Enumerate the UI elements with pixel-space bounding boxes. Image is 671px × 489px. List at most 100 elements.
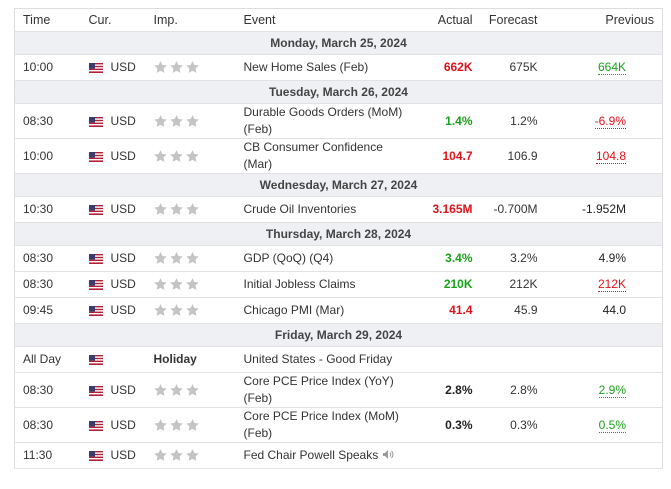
us-flag: [88, 254, 103, 264]
actual-cell: 3.4%: [410, 245, 481, 272]
column-header: Time: [14, 8, 81, 32]
event-name-cell: Fed Chair Powell Speaks: [235, 442, 411, 469]
day-row: Thursday, March 28, 2024: [14, 222, 663, 246]
previous-cell: 104.8: [545, 138, 663, 174]
forecast-value: 3.2%: [510, 251, 538, 265]
us-flag: [88, 451, 103, 461]
day-label: Thursday, March 28, 2024: [14, 222, 663, 246]
importance-star: [153, 114, 167, 127]
importance-star: [169, 252, 183, 264]
event-row: 09:45 USD Chicago PMI (Mar) 41.4 45.9 44.0: [14, 297, 663, 324]
importance-star: [153, 304, 167, 316]
forecast-cell: 2.8%: [480, 372, 546, 408]
actual-cell: 662K: [410, 54, 481, 81]
currency: USD: [110, 60, 136, 74]
actual-cell: [410, 346, 481, 373]
actual-cell: [410, 442, 481, 469]
event-name: Initial Jobless Claims: [243, 277, 356, 291]
importance-star: [185, 278, 199, 290]
previous-value: 212K: [597, 277, 626, 292]
us-flag: [88, 116, 103, 127]
currency-cell: USD: [80, 103, 146, 139]
importance-star: [153, 149, 167, 162]
previous-value: 0.5%: [598, 417, 626, 433]
previous-cell: [545, 346, 663, 373]
event-row: 10:30 USD Crude Oil Inventories 3.165M -0.70…: [14, 196, 663, 223]
previous-cell: 4.9%: [545, 245, 663, 272]
previous-value: 104.8: [595, 148, 626, 164]
event-name-cell: Crude Oil Inventories: [235, 196, 411, 223]
forecast-cell: -0.700M: [480, 196, 546, 223]
event-row: 11:30 USD Fed Chair Powell Speaks: [14, 442, 663, 469]
event-name: United States - Good Friday: [243, 352, 393, 366]
day-row: Friday, March 29, 2024: [14, 323, 663, 347]
event-name: Crude Oil Inventories: [243, 202, 357, 216]
currency-cell: USD: [80, 54, 146, 81]
event-name-cell: Durable Goods Orders (MoM) (Feb): [235, 103, 411, 139]
importance-star: [185, 252, 199, 264]
importance-star: [153, 418, 167, 431]
forecast-cell: 1.2%: [480, 103, 546, 139]
us-flag: [88, 385, 103, 396]
event-row: 10:00 USD New Home Sales (Feb) 662K 675K 664K: [14, 54, 663, 81]
speech-icon: [383, 450, 394, 459]
currency-cell: USD: [80, 138, 146, 174]
importance-cell: [145, 138, 236, 174]
event-name-cell: Chicago PMI (Mar): [235, 297, 411, 324]
importance-cell: [145, 442, 236, 469]
header-row: Time Cur. Imp. Event Actual Forecast Previous: [14, 8, 663, 32]
actual-cell: 41.4: [410, 297, 481, 324]
us-flag: [88, 151, 103, 162]
actual-value: 3.165M: [432, 202, 473, 216]
event-time: 10:00: [14, 54, 81, 81]
forecast-value: 0.3%: [510, 417, 538, 432]
importance-star: [169, 449, 183, 461]
importance-star: [169, 418, 183, 431]
importance-cell: [145, 407, 236, 443]
actual-cell: 0.3%: [410, 407, 481, 443]
event-name-cell: GDP (QoQ) (Q4): [235, 245, 411, 272]
currency-cell: USD: [80, 297, 146, 324]
forecast-value: 1.2%: [510, 113, 538, 128]
column-header: Event: [235, 8, 411, 32]
event-row: 08:30 USD Initial Jobless Claims 210K 212K 21…: [14, 271, 663, 298]
currency-cell: USD: [80, 442, 146, 469]
previous-cell: 44.0: [545, 297, 663, 324]
importance-star: [185, 304, 199, 316]
event-name: Chicago PMI (Mar): [243, 303, 345, 317]
actual-value: 0.3%: [445, 417, 473, 432]
event-time: 08:30: [14, 245, 81, 272]
table-body: Monday, March 25, 2024 10:00 USD New Home S…: [14, 31, 663, 469]
importance-label: Holiday: [153, 352, 197, 366]
column-header: Actual: [410, 8, 481, 32]
actual-value: 662K: [443, 60, 473, 74]
previous-cell: 664K: [545, 54, 663, 81]
importance-star: [185, 149, 199, 162]
day-label: Friday, March 29, 2024: [14, 323, 663, 347]
event-time: All Day: [14, 346, 81, 373]
forecast-cell: 675K: [480, 54, 546, 81]
importance-cell: [145, 372, 236, 408]
forecast-cell: 45.9: [480, 297, 546, 324]
importance-star: [169, 383, 183, 396]
day-label: Wednesday, March 27, 2024: [14, 173, 663, 197]
actual-value: 1.4%: [445, 113, 473, 128]
importance-star: [169, 114, 183, 127]
event-time: 10:30: [14, 196, 81, 223]
day-label: Monday, March 25, 2024: [14, 31, 663, 55]
event-time: 08:30: [14, 372, 81, 408]
importance-star: [169, 304, 183, 316]
importance-star: [153, 203, 167, 215]
importance-star: [153, 61, 167, 73]
us-flag: [88, 420, 103, 431]
event-name: GDP (QoQ) (Q4): [243, 251, 334, 265]
importance-star: [153, 383, 167, 396]
previous-value: -6.9%: [594, 113, 626, 129]
importance-cell: Holiday: [145, 346, 236, 373]
actual-cell: 104.7: [410, 138, 481, 174]
forecast-cell: 106.9: [480, 138, 546, 174]
importance-star: [185, 61, 199, 73]
event-name: Core PCE Price Index (MoM) (Feb): [243, 409, 399, 440]
forecast-cell: 212K: [480, 271, 546, 298]
forecast-value: 212K: [509, 277, 538, 291]
